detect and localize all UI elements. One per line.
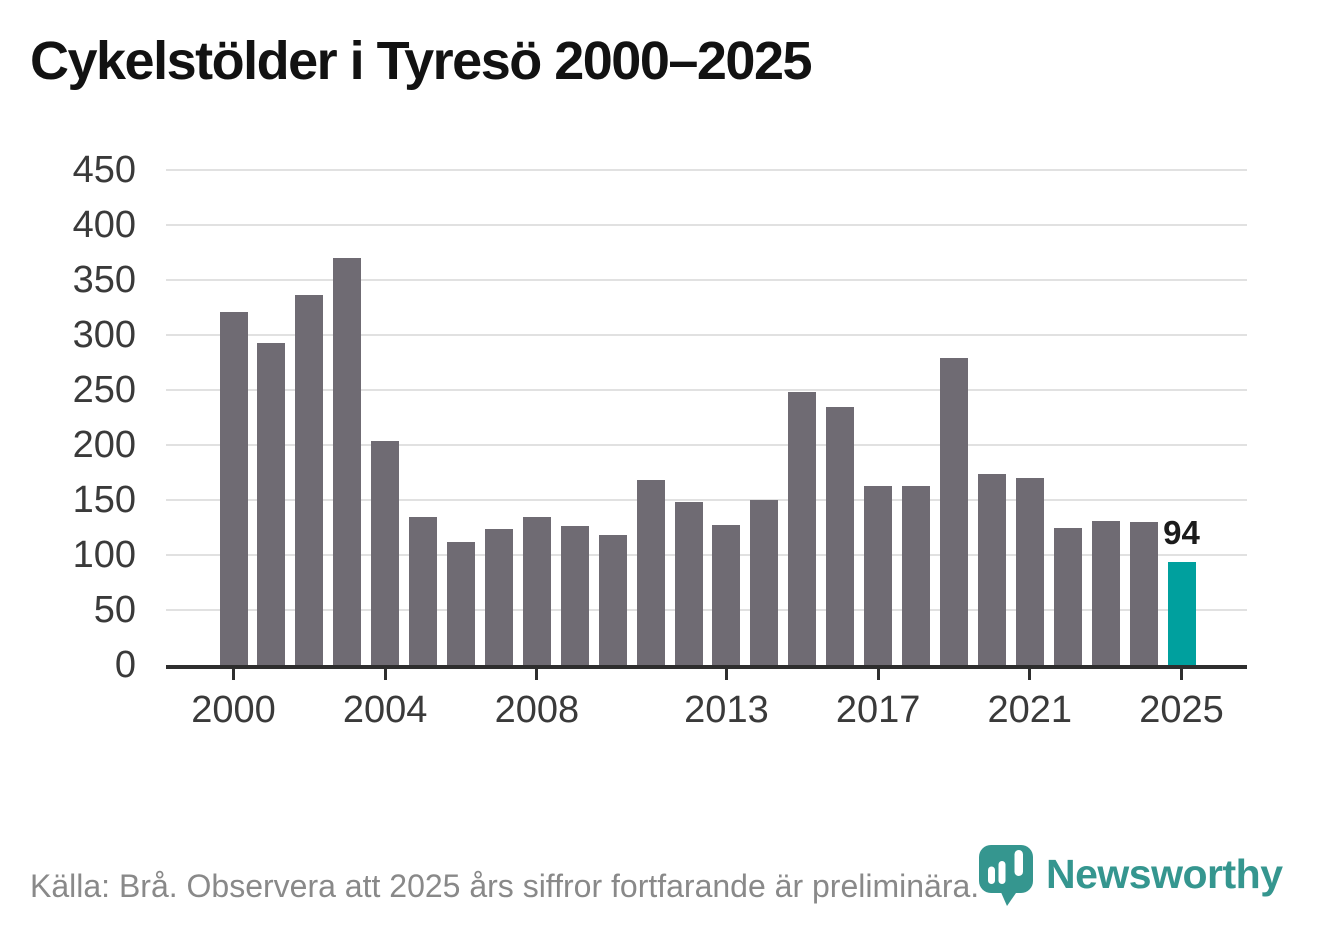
y-tick-label-400: 400 (72, 204, 136, 246)
x-tick-label-2025: 2025 (1139, 689, 1224, 731)
x-tick-2008 (535, 669, 539, 680)
value-label-2025: 94 (1163, 513, 1200, 551)
x-tick-2021 (1028, 669, 1032, 680)
y-tick-label-50: 50 (93, 589, 136, 631)
bar-2001 (257, 342, 286, 665)
bar-2016 (826, 406, 855, 665)
bar-2007 (484, 528, 513, 665)
bar-2013 (712, 525, 741, 665)
x-tick-label-2013: 2013 (684, 689, 769, 731)
logo-wordmark: Newsworthy (1046, 851, 1283, 897)
bar-2000 (219, 311, 248, 665)
bar-2020 (977, 473, 1006, 665)
bar-2018 (902, 485, 931, 665)
y-tick-label-100: 100 (72, 534, 136, 576)
newsworthy-logo: Newsworthy (979, 845, 1283, 907)
bar-2012 (674, 502, 703, 665)
y-tick-label-300: 300 (72, 314, 136, 356)
x-tick-2025 (1180, 669, 1183, 680)
bar-2015 (788, 392, 817, 665)
bar-2011 (636, 480, 665, 665)
bar-2014 (750, 500, 779, 665)
bar-2003 (333, 258, 362, 665)
gridline-200 (166, 444, 1247, 446)
x-tick-2013 (724, 669, 728, 680)
y-tick-label-350: 350 (72, 259, 136, 301)
gridline-450 (166, 169, 1247, 171)
x-axis-line (166, 665, 1247, 669)
bar-2021 (1015, 478, 1044, 665)
gridline-50 (166, 609, 1247, 611)
bar-2023 (1091, 520, 1120, 665)
gridline-100 (166, 554, 1247, 556)
chart-title: Cykelstölder i Tyresö 2000–2025 (30, 31, 813, 91)
bar-2019 (939, 358, 968, 665)
y-tick-label-150: 150 (72, 479, 136, 521)
x-tick-label-2008: 2008 (494, 689, 580, 731)
bar-2004 (371, 440, 400, 665)
x-tick-2000 (232, 669, 235, 680)
bar-2024 (1129, 522, 1158, 665)
gridline-300 (166, 334, 1247, 336)
y-tick-label-450: 450 (72, 149, 136, 191)
bar-2017 (864, 485, 893, 665)
bar-2025 (1167, 561, 1196, 665)
x-tick-2004 (383, 669, 387, 680)
x-tick-2017 (876, 669, 880, 680)
bar-2002 (295, 295, 324, 665)
y-tick-label-0: 0 (114, 644, 136, 686)
bar-2010 (598, 535, 627, 665)
newsworthy-logo-icon (979, 845, 1033, 906)
bar-2022 (1053, 527, 1082, 665)
x-tick-label-2017: 2017 (835, 689, 921, 731)
gridline-400 (166, 224, 1247, 226)
x-tick-label-2004: 2004 (342, 689, 428, 731)
gridline-350 (166, 279, 1247, 281)
bar-2008 (522, 516, 551, 665)
y-tick-label-250: 250 (72, 369, 136, 411)
gridline-150 (166, 499, 1247, 501)
x-tick-label-2021: 2021 (987, 689, 1073, 731)
y-tick-label-200: 200 (72, 424, 136, 466)
source-note: Källa: Brå. Observera att 2025 års siffr… (30, 868, 980, 904)
bar-2006 (447, 541, 476, 665)
bar-2009 (560, 526, 589, 665)
gridline-250 (166, 389, 1247, 391)
plot-area (166, 169, 1247, 665)
x-tick-label-2000: 2000 (191, 689, 276, 731)
bar-2005 (409, 516, 438, 665)
